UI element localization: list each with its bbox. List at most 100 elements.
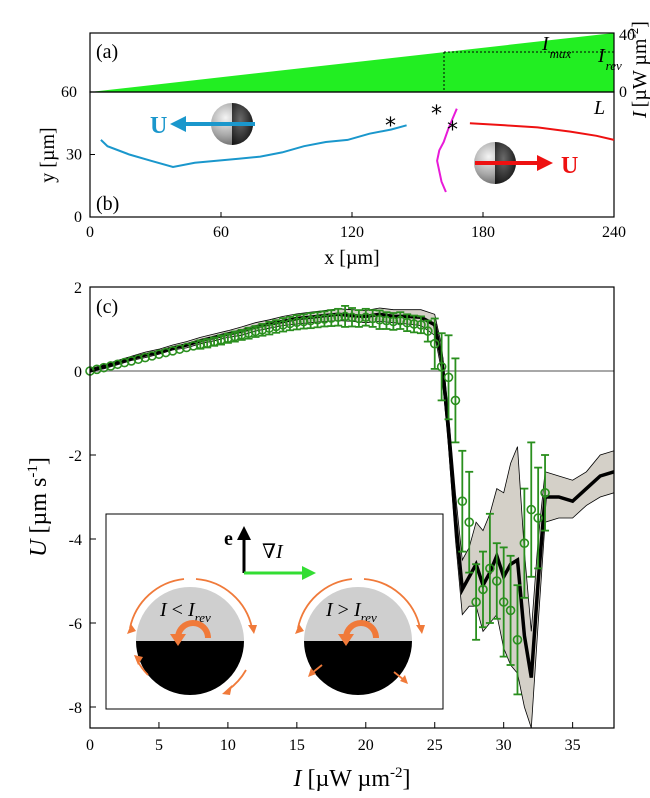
data-point bbox=[512, 584, 523, 696]
inset-right-flow-head-1 bbox=[295, 624, 304, 634]
imax-label: Imax bbox=[541, 33, 572, 61]
L-label: L bbox=[593, 97, 605, 119]
data-point bbox=[485, 512, 495, 624]
data-point bbox=[305, 312, 316, 330]
panel-b-ytick-label: 30 bbox=[66, 147, 82, 164]
panel-b-ylabel-wrap: y [µm] bbox=[37, 127, 59, 182]
data-point bbox=[312, 311, 323, 329]
data-point bbox=[402, 313, 412, 333]
panel-a-yaxis-title: I[µW µm-2] bbox=[626, 21, 650, 119]
arrow-red-head bbox=[537, 155, 553, 171]
panel-c-xtick-label: 35 bbox=[565, 737, 581, 754]
star-blue-end: * bbox=[385, 114, 396, 139]
data-point bbox=[326, 309, 337, 327]
data-point bbox=[436, 332, 447, 402]
panel-a-ytick-top: 40 bbox=[619, 27, 635, 44]
inset-right-rotation-head bbox=[338, 634, 354, 646]
data-point bbox=[388, 312, 399, 331]
trajectory-red bbox=[469, 122, 615, 141]
data-point bbox=[519, 487, 530, 599]
data-point bbox=[505, 554, 516, 666]
data-point bbox=[340, 304, 350, 328]
inset-left-flow-topright bbox=[195, 578, 253, 629]
panel-c-xtick-label: 25 bbox=[427, 737, 443, 754]
inset-left-rotation-head bbox=[170, 634, 186, 646]
inset-left-flow-head-2 bbox=[248, 625, 257, 634]
panel-c-ytick-label: 0 bbox=[74, 364, 82, 381]
panel-b-xlabel: x [µm] bbox=[324, 247, 379, 269]
panel-b: (b) L * * * U U 0 60 120 180 240 0 30 y [µm] x… bbox=[37, 91, 626, 269]
data-point bbox=[333, 307, 344, 327]
panel-c-plot bbox=[85, 304, 615, 729]
inset-right-flow-head-4 bbox=[400, 675, 408, 684]
data-point bbox=[285, 315, 295, 332]
data-point bbox=[195, 339, 206, 350]
panel-b-label: (b) bbox=[96, 193, 119, 215]
trajectories bbox=[100, 108, 615, 193]
arrow-blue-head bbox=[170, 116, 186, 132]
data-point bbox=[278, 317, 288, 333]
panel-b-xtick-label: 180 bbox=[471, 224, 495, 241]
panel-a: (a) 40 0 60 Imax Irev I[µW µm-2] bbox=[61, 21, 650, 119]
panel-b-ytick-label: 0 bbox=[74, 209, 82, 226]
data-point bbox=[264, 320, 275, 336]
inset-right-rotation-icon bbox=[343, 620, 379, 639]
e-label: e bbox=[224, 528, 233, 550]
panel-b-ylabel: y [µm] bbox=[37, 127, 59, 182]
panel-b-xtick-label: 0 bbox=[86, 224, 94, 241]
data-point bbox=[526, 441, 537, 578]
star-red-start: * bbox=[447, 118, 458, 143]
panel-c-xlabel: I [µW µm-2] bbox=[292, 765, 410, 792]
data-point bbox=[381, 311, 392, 330]
data-point bbox=[229, 330, 240, 343]
data-point bbox=[491, 542, 502, 620]
panel-c-xtick-label: 5 bbox=[155, 737, 163, 754]
inset: e ∇I I < Irev bbox=[105, 513, 444, 710]
grad-label: ∇I bbox=[262, 541, 284, 563]
inset-right-flow-topright bbox=[363, 578, 421, 629]
panel-c-frame bbox=[89, 286, 615, 729]
inset-right-flow-head-2 bbox=[416, 625, 425, 634]
panel-c-xtick-label: 0 bbox=[86, 737, 94, 754]
data-point bbox=[450, 357, 461, 444]
trajectory-blue bbox=[100, 124, 407, 169]
inset-sphere-right bbox=[304, 587, 412, 695]
data-point bbox=[464, 470, 475, 574]
U-label-red: U bbox=[561, 153, 578, 179]
inset-left-flow-head-3 bbox=[134, 655, 143, 665]
panel-b-xtick-label: 120 bbox=[340, 224, 364, 241]
panel-b-xtick-label: 240 bbox=[602, 224, 626, 241]
data-point bbox=[188, 340, 199, 351]
svg-text:U[µm s-1]: U[µm s-1] bbox=[25, 457, 52, 557]
data-point bbox=[292, 314, 302, 331]
data-point bbox=[367, 309, 378, 328]
star-magenta-end: * bbox=[431, 102, 442, 127]
intensity-ramp bbox=[90, 33, 614, 92]
inset-sphere-left bbox=[136, 587, 244, 695]
panel-c-label: (c) bbox=[96, 296, 118, 318]
panel-c-xtick-label: 10 bbox=[220, 737, 236, 754]
data-point bbox=[498, 546, 509, 658]
data-point bbox=[478, 550, 488, 629]
data-point bbox=[409, 314, 419, 334]
data-point bbox=[298, 313, 309, 330]
panel-c-ytick-label: -4 bbox=[69, 532, 82, 549]
inset-left-flow-head-1 bbox=[127, 624, 136, 634]
data-point bbox=[360, 307, 371, 327]
data-point bbox=[347, 307, 357, 328]
panel-c-ytick-label: -2 bbox=[69, 448, 82, 465]
panel-c-xtick-label: 30 bbox=[496, 737, 512, 754]
grad-arrow-head bbox=[302, 566, 316, 580]
data-point bbox=[471, 563, 481, 641]
data-point bbox=[533, 466, 543, 570]
panel-c-xtick-label: 20 bbox=[358, 737, 374, 754]
U-label-blue: U bbox=[150, 113, 167, 139]
irev-label: Irev bbox=[597, 45, 622, 73]
svg-text:I[µW µm-2]: I[µW µm-2] bbox=[626, 21, 650, 119]
inset-right-flow-top bbox=[297, 578, 353, 629]
panel-c-ytick-label: -6 bbox=[69, 616, 82, 633]
inset-right-condition: I > Irev bbox=[325, 599, 377, 625]
